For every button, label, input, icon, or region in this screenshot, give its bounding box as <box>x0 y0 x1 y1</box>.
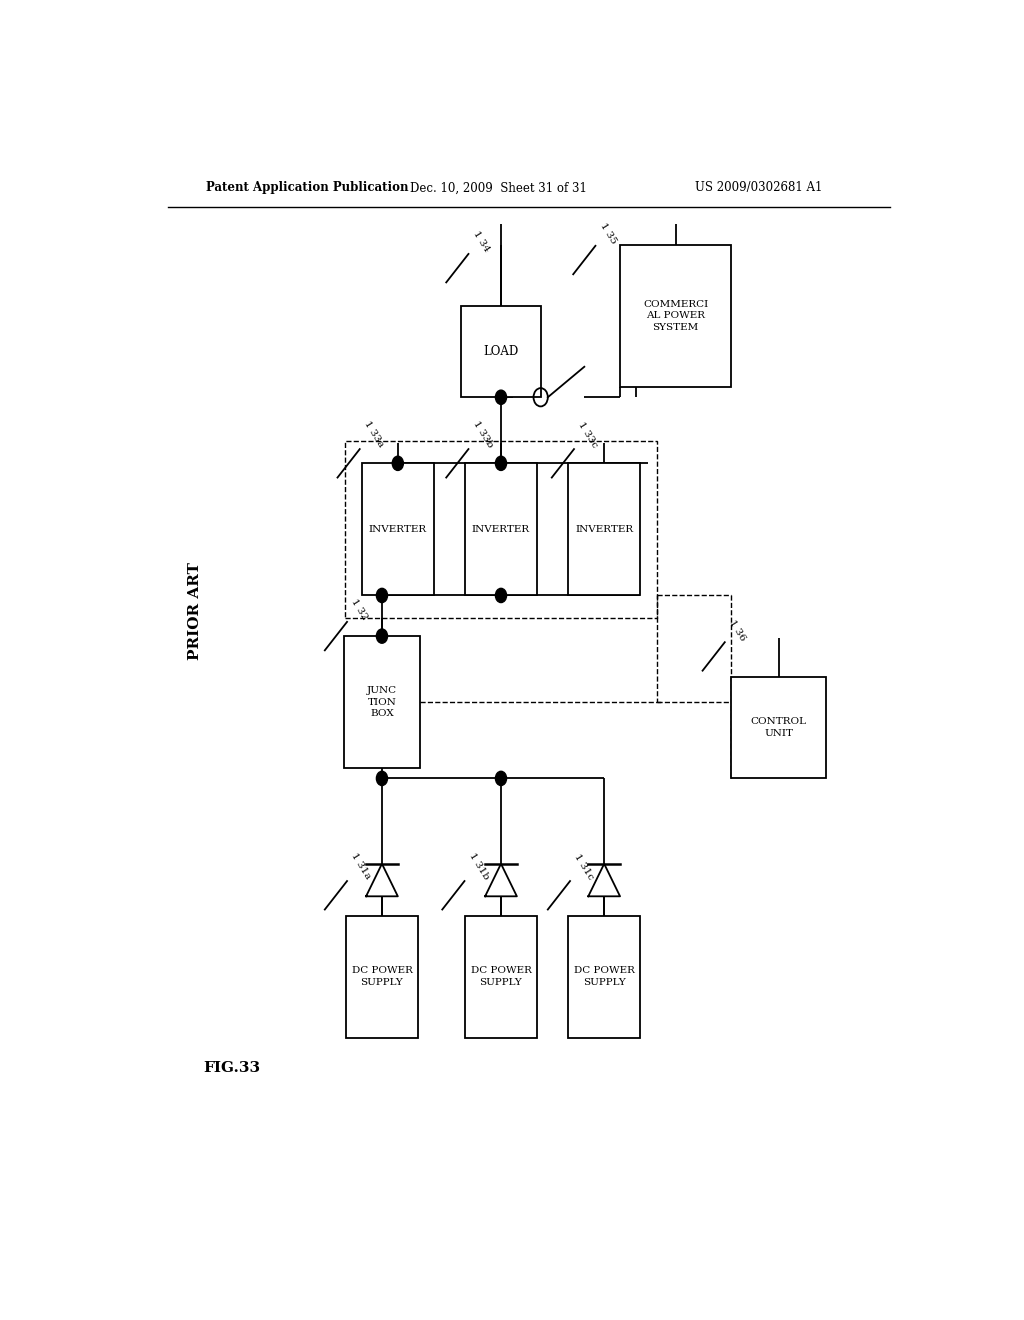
Polygon shape <box>485 863 517 896</box>
Bar <box>568 463 640 595</box>
Circle shape <box>496 771 507 785</box>
Text: DC POWER
SUPPLY: DC POWER SUPPLY <box>471 966 531 987</box>
Polygon shape <box>367 863 397 896</box>
Circle shape <box>377 589 387 602</box>
Text: 1 31b: 1 31b <box>467 851 490 880</box>
Text: 1 31a: 1 31a <box>349 851 373 880</box>
Bar <box>344 636 420 768</box>
Text: 1 33c: 1 33c <box>577 420 599 449</box>
Text: 1 35: 1 35 <box>598 222 617 246</box>
Circle shape <box>496 589 507 602</box>
Text: 1 31c: 1 31c <box>572 851 595 880</box>
Text: INVERTER: INVERTER <box>472 525 530 533</box>
Text: CONTROL
UNIT: CONTROL UNIT <box>751 717 807 738</box>
Circle shape <box>377 630 387 643</box>
Text: 1 33b: 1 33b <box>471 418 495 449</box>
Circle shape <box>392 457 403 470</box>
Bar <box>568 916 640 1038</box>
Text: FIG.33: FIG.33 <box>204 1061 260 1076</box>
Bar <box>461 306 541 397</box>
Circle shape <box>496 457 507 470</box>
Bar <box>620 244 731 387</box>
Text: 1 36: 1 36 <box>727 618 748 643</box>
Polygon shape <box>588 863 620 896</box>
Text: 1 32: 1 32 <box>349 598 370 622</box>
Bar <box>345 441 657 618</box>
Text: INVERTER: INVERTER <box>575 525 633 533</box>
Circle shape <box>496 391 507 404</box>
Text: Dec. 10, 2009  Sheet 31 of 31: Dec. 10, 2009 Sheet 31 of 31 <box>410 181 587 194</box>
Text: PRIOR ART: PRIOR ART <box>188 562 203 660</box>
Text: 1 33a: 1 33a <box>362 420 385 449</box>
Text: LOAD: LOAD <box>483 345 518 358</box>
Text: US 2009/0302681 A1: US 2009/0302681 A1 <box>695 181 823 194</box>
Text: DC POWER
SUPPLY: DC POWER SUPPLY <box>351 966 413 987</box>
Text: JUNC
TION
BOX: JUNC TION BOX <box>367 686 397 718</box>
Text: DC POWER
SUPPLY: DC POWER SUPPLY <box>573 966 635 987</box>
Bar <box>731 677 826 779</box>
Bar <box>465 916 537 1038</box>
Bar <box>346 916 418 1038</box>
Bar <box>362 463 433 595</box>
Text: COMMERCI
AL POWER
SYSTEM: COMMERCI AL POWER SYSTEM <box>643 300 709 333</box>
Bar <box>465 463 537 595</box>
Circle shape <box>377 771 387 785</box>
Text: 1 34: 1 34 <box>471 230 490 253</box>
Text: INVERTER: INVERTER <box>369 525 427 533</box>
Text: Patent Application Publication: Patent Application Publication <box>206 181 409 194</box>
